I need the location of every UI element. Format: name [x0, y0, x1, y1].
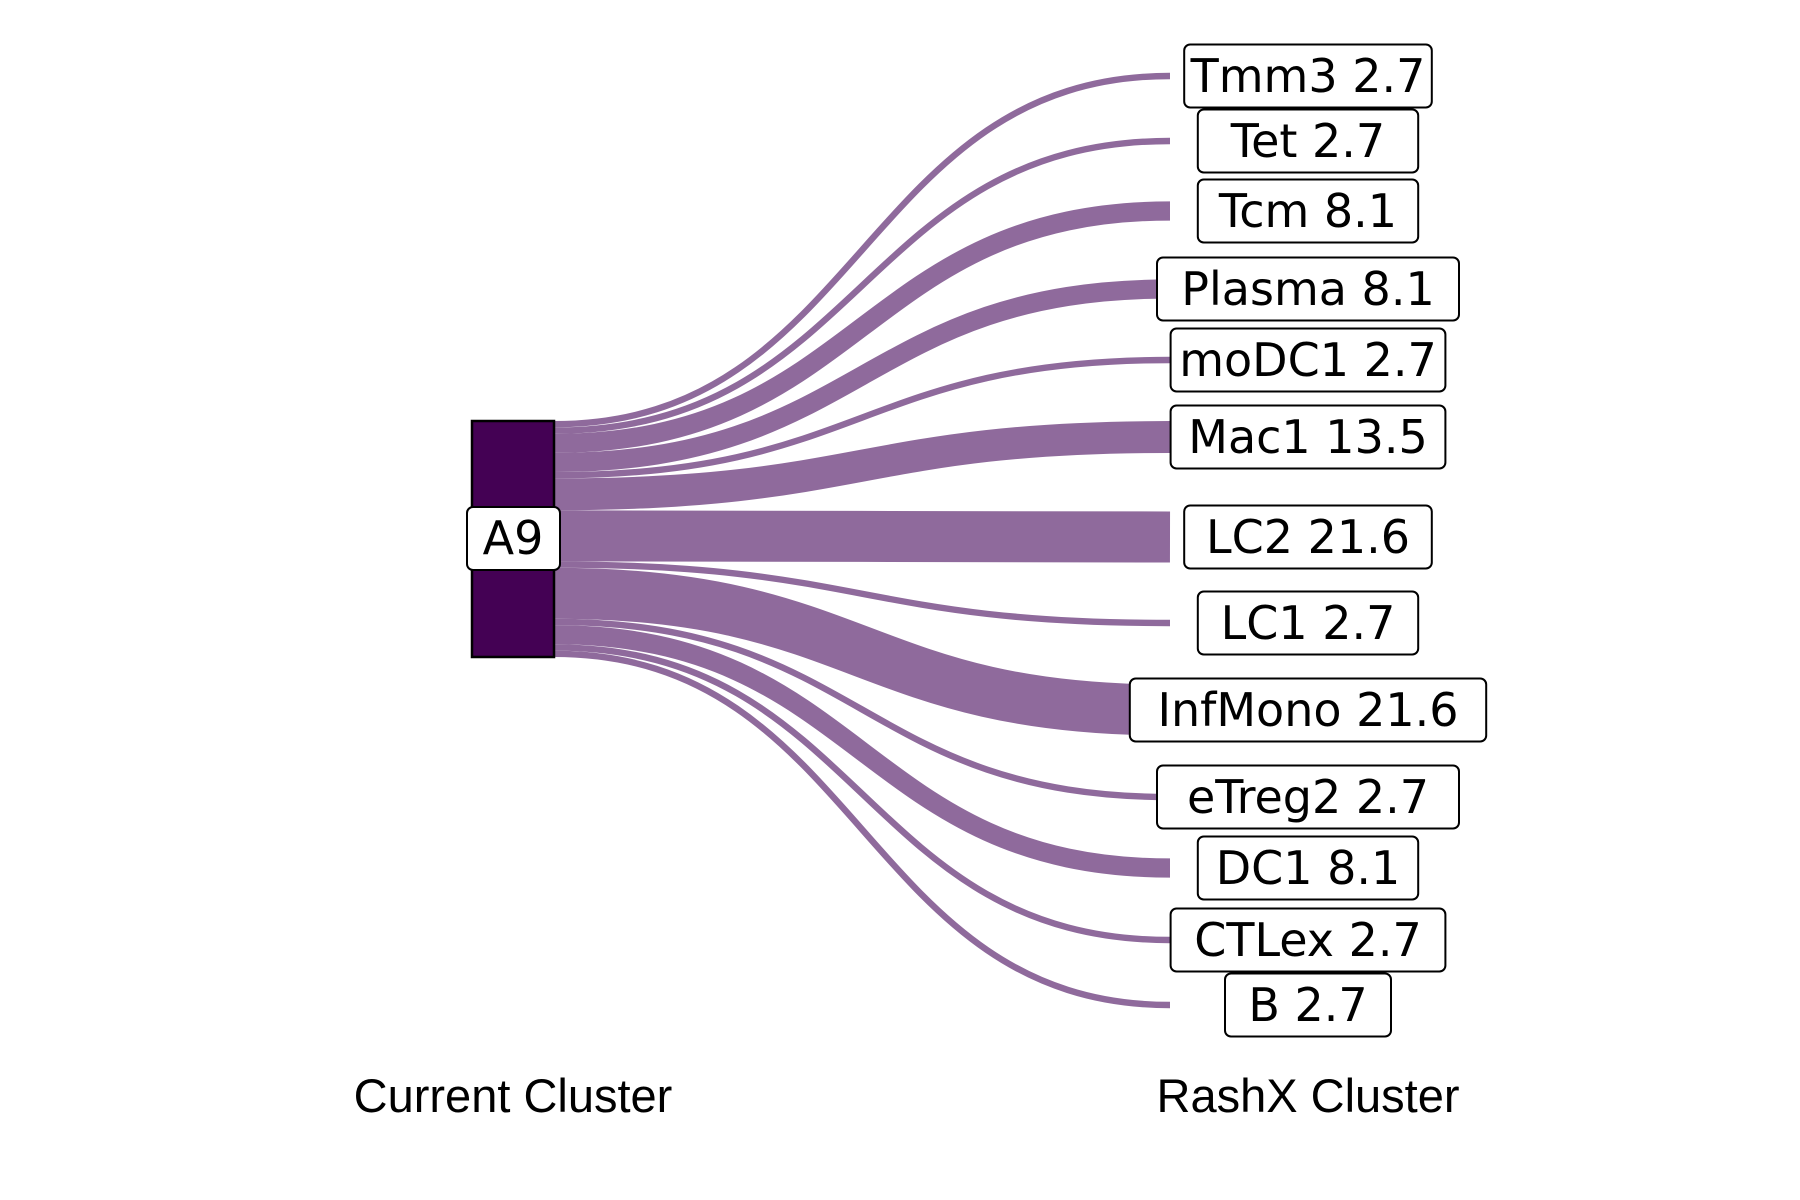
target-label-ctlex: CTLex 2.7 — [1169, 907, 1447, 973]
target-label-box — [1183, 43, 1433, 109]
target-label-text: LC1 2.7 — [1221, 596, 1396, 650]
target-labels-group: Tmm3 2.7 Tet 2.7 Tcm 8.1 Plasma 8.1 moDC1 2.… — [1128, 43, 1488, 1038]
link-modc1 — [553, 356, 1171, 479]
target-label-lc1: LC1 2.7 — [1196, 590, 1420, 656]
target-label-box — [1128, 677, 1488, 743]
link-tet — [553, 137, 1171, 434]
target-label-text: Tet 2.7 — [1230, 114, 1385, 168]
link-dc1 — [553, 625, 1171, 878]
target-label-text: Plasma 8.1 — [1181, 262, 1434, 316]
source-label: A9 — [466, 506, 561, 571]
target-label-etreg2: eTreg2 2.7 — [1156, 764, 1460, 830]
target-label-text: Tcm 8.1 — [1218, 184, 1397, 238]
target-label-box — [1196, 835, 1420, 901]
target-label-tcm: Tcm 8.1 — [1196, 178, 1420, 244]
right-axis-label: RashX Cluster — [1157, 1069, 1460, 1122]
target-label-b: B 2.7 — [1224, 972, 1392, 1038]
target-label-box — [1169, 907, 1447, 973]
link-plasma — [553, 279, 1171, 473]
target-label-text: eTreg2 2.7 — [1187, 770, 1429, 824]
target-label-dc1: DC1 8.1 — [1196, 835, 1420, 901]
target-label-text: CTLex 2.7 — [1194, 913, 1422, 967]
link-mac1 — [553, 421, 1171, 511]
link-ctlex — [553, 644, 1171, 944]
link-lc1 — [553, 561, 1171, 627]
target-label-text: moDC1 2.7 — [1179, 333, 1437, 387]
target-label-text: Mac1 13.5 — [1188, 410, 1427, 464]
target-label-tet: Tet 2.7 — [1196, 108, 1420, 174]
link-tcm — [553, 201, 1171, 453]
target-label-box — [1183, 504, 1433, 570]
source-label-text: A9 — [483, 511, 544, 565]
target-label-box — [1156, 764, 1460, 830]
target-label-modc1: moDC1 2.7 — [1169, 327, 1447, 393]
target-label-text: Tmm3 2.7 — [1190, 49, 1426, 103]
link-infmono — [553, 567, 1171, 736]
left-axis-label: Current Cluster — [354, 1069, 673, 1122]
target-label-box — [1156, 256, 1460, 322]
target-label-text: InfMono 21.6 — [1157, 683, 1458, 737]
target-label-box — [1196, 108, 1420, 174]
target-label-infmono: InfMono 21.6 — [1128, 677, 1488, 743]
link-tmm3 — [553, 72, 1171, 428]
target-label-tmm3: Tmm3 2.7 — [1183, 43, 1433, 109]
link-lc2 — [553, 510, 1171, 563]
target-label-box — [1169, 327, 1447, 393]
link-etreg2 — [553, 618, 1171, 801]
target-label-box — [1196, 178, 1420, 244]
target-label-box — [1196, 590, 1420, 656]
link-b — [553, 650, 1171, 1009]
target-label-text: LC2 21.6 — [1206, 510, 1410, 564]
target-label-mac1: Mac1 13.5 — [1169, 404, 1447, 470]
target-label-text: DC1 8.1 — [1216, 841, 1401, 895]
target-label-box — [1224, 972, 1392, 1038]
target-label-lc2: LC2 21.6 — [1183, 504, 1433, 570]
target-label-plasma: Plasma 8.1 — [1156, 256, 1460, 322]
links-group — [553, 72, 1171, 1009]
target-label-box — [1169, 404, 1447, 470]
target-label-text: B 2.7 — [1248, 978, 1367, 1032]
